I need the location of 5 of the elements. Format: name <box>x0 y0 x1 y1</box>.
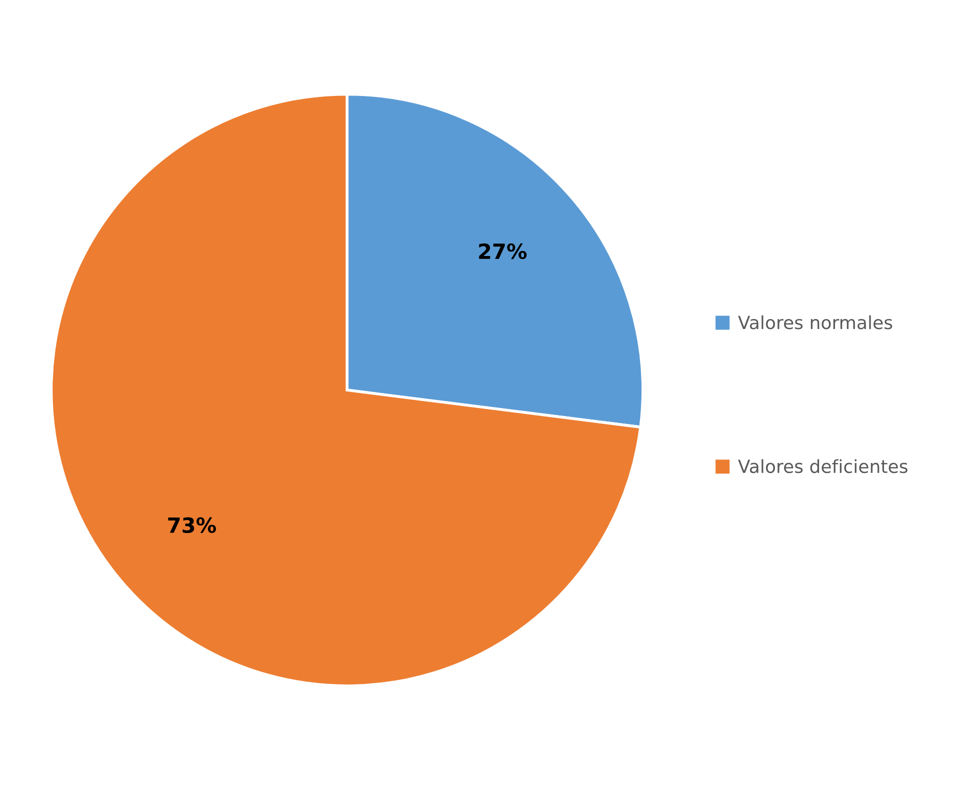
data-label: 27% <box>479 243 527 260</box>
legend-label: Valores deficientes <box>738 459 908 474</box>
pie-slice <box>50 92 642 688</box>
legend-label: Valores normales <box>738 315 892 330</box>
data-label: 73% <box>168 517 216 534</box>
